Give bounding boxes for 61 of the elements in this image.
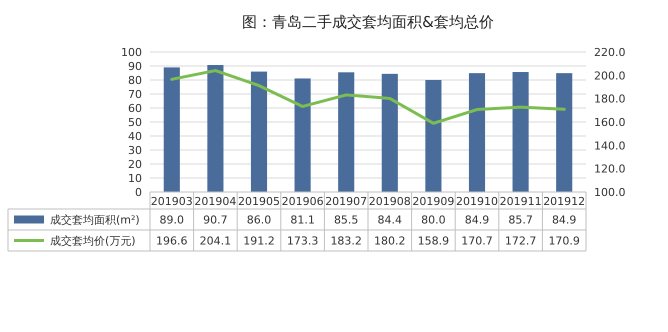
x-tick-label: 201904 xyxy=(194,195,236,208)
y2-tick-label: 220.0 xyxy=(594,46,626,59)
bar xyxy=(512,72,529,192)
data-label: 84.9 xyxy=(552,214,576,226)
y-tick-label: 0 xyxy=(135,186,142,199)
chart-title: 图：青岛二手成交套均面积&套均总价 xyxy=(242,13,494,31)
y2-tick-label: 200.0 xyxy=(594,69,626,82)
legend-label: 成交套均价(万元) xyxy=(50,234,136,248)
bar xyxy=(425,80,442,192)
y2-tick-label: 100.0 xyxy=(594,186,626,199)
y-tick-label: 40 xyxy=(128,130,142,143)
data-label: 85.5 xyxy=(334,214,358,226)
data-label: 84.9 xyxy=(464,214,490,226)
data-label: 80.0 xyxy=(421,214,446,226)
y-tick-label: 50 xyxy=(128,116,142,129)
bar xyxy=(207,65,224,192)
bar xyxy=(468,73,486,192)
x-tick-label: 201905 xyxy=(238,195,280,208)
data-label: 172.7 xyxy=(504,234,536,248)
y-tick-label: 70 xyxy=(128,88,142,101)
bar xyxy=(250,72,268,192)
x-tick-label: 201910 xyxy=(456,195,498,208)
data-label: 170.9 xyxy=(548,234,580,248)
data-label: 191.2 xyxy=(243,234,275,248)
y2-tick-label: 140.0 xyxy=(594,139,626,152)
data-label: 204.1 xyxy=(200,234,232,248)
bar xyxy=(294,78,311,192)
y-tick-label: 30 xyxy=(128,144,142,157)
y-tick-label: 80 xyxy=(128,74,142,87)
x-tick-label: 201907 xyxy=(325,195,368,208)
data-label: 84.4 xyxy=(378,214,402,226)
x-tick-label: 201903 xyxy=(150,195,193,208)
data-label: 81.1 xyxy=(290,214,315,226)
data-label: 89.0 xyxy=(160,214,184,226)
y-tick-label: 100 xyxy=(121,46,142,59)
x-tick-label: 201906 xyxy=(282,195,324,208)
data-label: 86.0 xyxy=(246,214,272,226)
x-tick-label: 201908 xyxy=(368,195,411,208)
x-tick-label: 201911 xyxy=(500,195,542,208)
y2-tick-label: 180.0 xyxy=(594,92,626,106)
y-tick-label: 10 xyxy=(128,172,142,185)
data-label: 85.7 xyxy=(508,214,533,226)
data-label: 158.9 xyxy=(418,234,450,248)
x-tick-label: 201912 xyxy=(543,195,586,208)
y2-tick-label: 120.0 xyxy=(594,162,626,176)
bar xyxy=(556,73,572,192)
y-tick-label: 90 xyxy=(128,60,142,73)
bar xyxy=(382,74,398,192)
data-label: 196.6 xyxy=(156,234,188,248)
data-label: 170.7 xyxy=(461,234,493,248)
data-label: 180.2 xyxy=(374,234,406,248)
legend-label: 成交套均面积(m²) xyxy=(50,214,140,226)
data-label: 183.2 xyxy=(330,234,362,248)
x-tick-label: 201909 xyxy=(412,195,454,208)
bar xyxy=(338,72,354,192)
y2-tick-label: 160.0 xyxy=(594,116,626,129)
y-tick-label: 60 xyxy=(128,102,142,115)
data-label: 173.3 xyxy=(286,234,318,248)
bar xyxy=(164,67,180,192)
y-tick-label: 20 xyxy=(128,158,142,171)
data-label: 90.7 xyxy=(203,214,228,226)
